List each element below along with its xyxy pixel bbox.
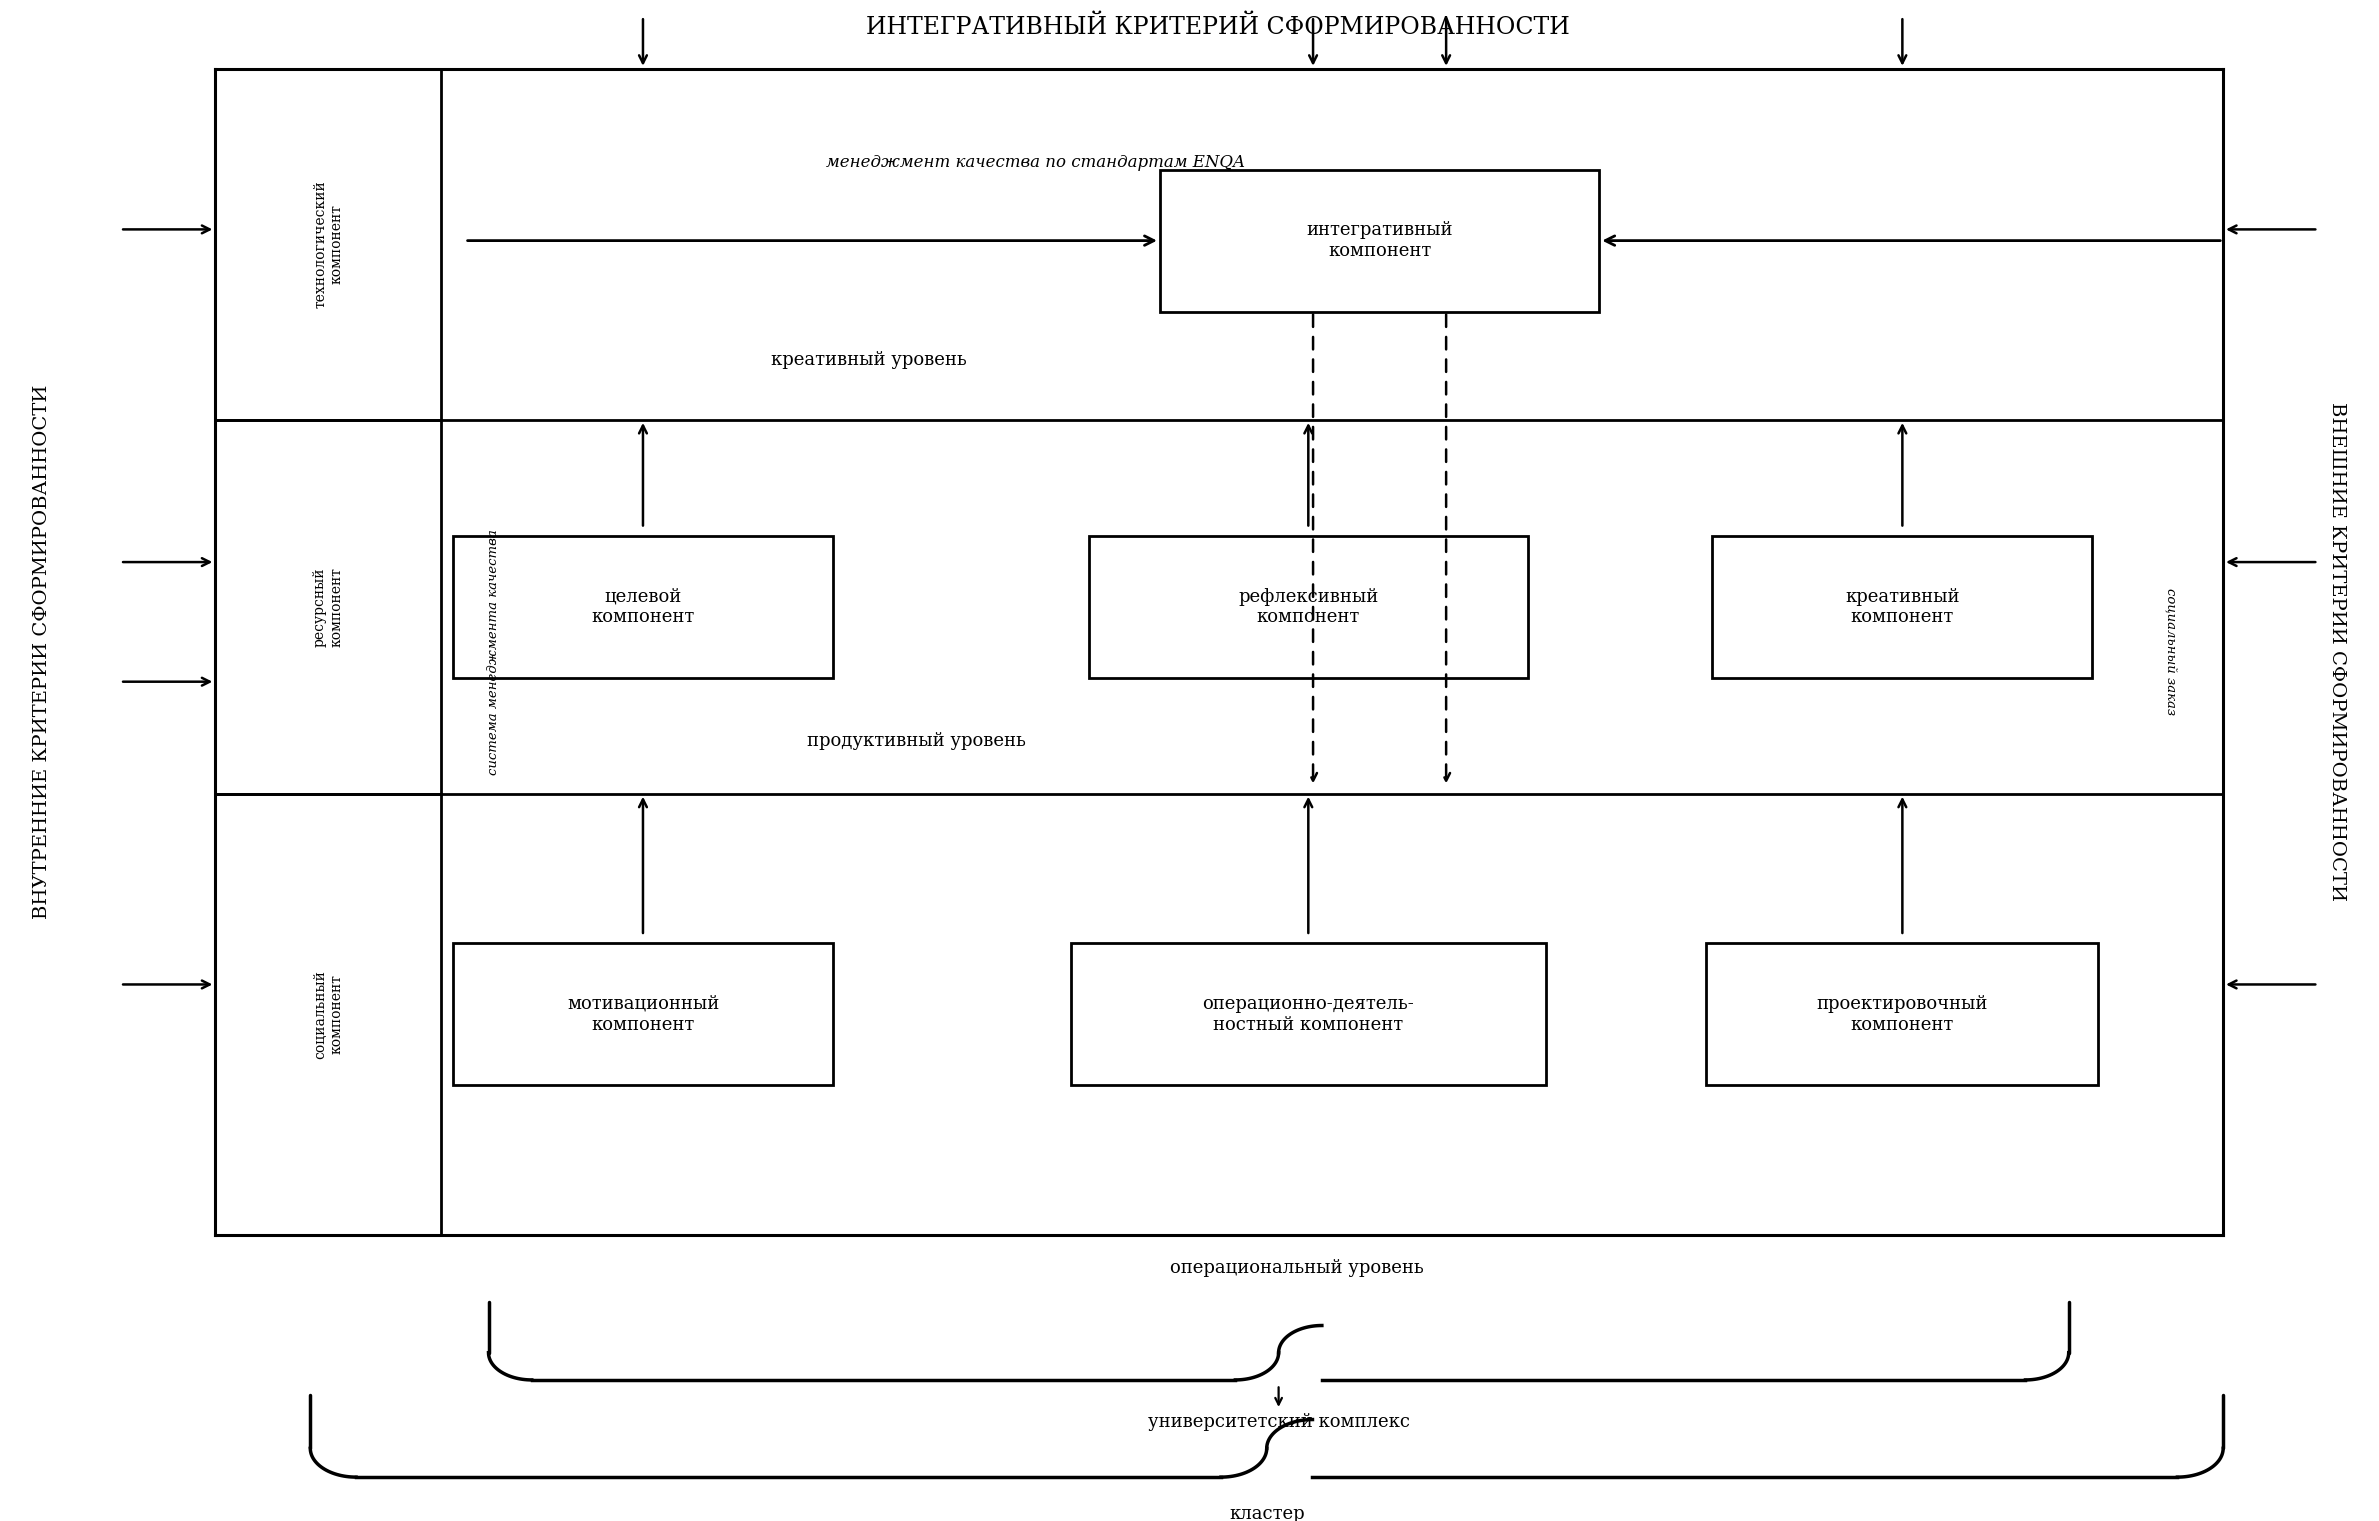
FancyBboxPatch shape: [1706, 943, 2098, 1086]
Text: мотивационный
компонент: мотивационный компонент: [566, 995, 718, 1034]
Text: продуктивный уровень: продуктивный уровень: [806, 733, 1025, 750]
Text: рефлексивный
компонент: рефлексивный компонент: [1237, 587, 1377, 627]
Text: операционно-деятель-
ностный компонент: операционно-деятель- ностный компонент: [1201, 995, 1413, 1034]
Text: креативный
компонент: креативный компонент: [1846, 587, 1960, 627]
Text: университетский комплекс: университетский комплекс: [1147, 1413, 1411, 1431]
Text: операциональный уровень: операциональный уровень: [1170, 1259, 1423, 1276]
Text: социальный заказ: социальный заказ: [2165, 589, 2177, 715]
Text: целевой
компонент: целевой компонент: [592, 587, 695, 627]
Text: креативный уровень: креативный уровень: [771, 351, 966, 370]
Text: интегративный
компонент: интегративный компонент: [1306, 221, 1454, 260]
FancyBboxPatch shape: [1161, 170, 1599, 312]
Text: ИНТЕГРАТИВНЫЙ КРИТЕРИЙ СФОРМИРОВАННОСТИ: ИНТЕГРАТИВНЫЙ КРИТЕРИЙ СФОРМИРОВАННОСТИ: [866, 15, 1570, 38]
Text: ресурсный
компонент: ресурсный компонент: [314, 567, 343, 646]
FancyBboxPatch shape: [452, 535, 833, 678]
Text: технологический
компонент: технологический компонент: [314, 181, 343, 309]
Text: система менеджмента качества: система менеджмента качества: [488, 529, 500, 774]
Text: социальный
компонент: социальный компонент: [314, 970, 343, 1059]
FancyBboxPatch shape: [452, 943, 833, 1086]
Text: ВНУТРЕННИЕ КРИТЕРИИ СФОРМИРОВАННОСТИ: ВНУТРЕННИЕ КРИТЕРИИ СФОРМИРОВАННОСТИ: [33, 385, 50, 919]
FancyBboxPatch shape: [1713, 535, 2094, 678]
Text: кластер: кластер: [1230, 1506, 1304, 1521]
FancyBboxPatch shape: [1071, 943, 1546, 1086]
Text: проектировочный
компонент: проектировочный компонент: [1818, 995, 1989, 1034]
Text: ВНЕШНИЕ КРИТЕРИИ СФОРМИРОВАННОСТИ: ВНЕШНИЕ КРИТЕРИИ СФОРМИРОВАННОСТИ: [2329, 402, 2346, 902]
Text: менеджмент качества по стандартам ENQA: менеджмент качества по стандартам ENQA: [826, 154, 1244, 170]
FancyBboxPatch shape: [1090, 535, 1527, 678]
